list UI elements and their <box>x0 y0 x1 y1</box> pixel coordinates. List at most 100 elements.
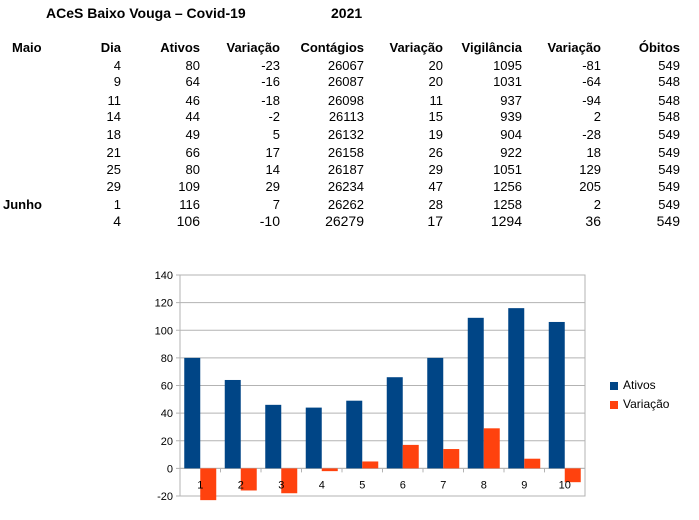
table-cell: 11 <box>107 93 122 108</box>
bar-ativos <box>265 404 282 469</box>
table-cell: 17 <box>427 213 443 229</box>
table-cell: 64 <box>185 74 200 89</box>
table-cell: 4 <box>113 213 121 229</box>
table-cell: 2 <box>593 109 601 124</box>
table-cell: 26262 <box>327 197 364 212</box>
column-header: Variação <box>547 40 602 55</box>
legend-label: Ativos <box>623 378 656 392</box>
table-cell: -2 <box>268 109 280 124</box>
table-cell: 26 <box>428 145 443 160</box>
table-cell: 1294 <box>490 213 522 229</box>
table-cell: 49 <box>185 127 200 142</box>
y-tick-label: 0 <box>167 463 173 475</box>
table-cell: 939 <box>500 109 522 124</box>
table-cell: 904 <box>500 127 522 142</box>
table-cell: 1051 <box>493 162 522 177</box>
column-header: Contágios <box>300 40 364 55</box>
table-cell: 7 <box>272 197 280 212</box>
x-tick-label: 4 <box>319 479 325 491</box>
y-tick-label: 140 <box>155 270 173 282</box>
table-cell: 46 <box>185 93 200 108</box>
table-cell: 25 <box>106 162 121 177</box>
table-cell: 80 <box>185 162 200 177</box>
table-cell: 1031 <box>493 74 522 89</box>
table-cell: 2 <box>593 197 601 212</box>
x-tick-label: 7 <box>440 479 446 491</box>
table-cell: 26067 <box>327 58 364 73</box>
table-cell: 922 <box>500 145 522 160</box>
bar-varia-o <box>564 468 581 483</box>
table-cell: 26187 <box>327 162 364 177</box>
table-cell: 1258 <box>493 197 522 212</box>
table-cell: 4 <box>113 58 121 73</box>
table-cell: 549 <box>658 162 680 177</box>
table-cell: -64 <box>582 74 601 89</box>
table-cell: 14 <box>106 109 121 124</box>
report-title: ACeS Baixo Vouga – Covid-19 <box>46 5 246 21</box>
y-tick-label: 20 <box>161 436 173 448</box>
table-cell: -16 <box>261 74 280 89</box>
bar-varia-o <box>281 468 298 494</box>
table-cell: 106 <box>176 213 200 229</box>
bar-ativos <box>467 317 484 469</box>
table-cell: 26132 <box>327 127 364 142</box>
bar-ativos <box>305 407 322 469</box>
table-cell: 548 <box>658 109 680 124</box>
table-cell: 1 <box>113 197 121 212</box>
legend-swatch <box>610 381 618 390</box>
table-cell: 20 <box>428 58 443 73</box>
x-tick-label: 8 <box>481 479 487 491</box>
table-cell: 549 <box>658 127 680 142</box>
x-tick-label: 2 <box>238 479 244 491</box>
table-cell: 26098 <box>327 93 364 108</box>
table-cell: 28 <box>428 197 443 212</box>
table-cell: 29 <box>428 162 443 177</box>
bar-ativos <box>346 400 363 469</box>
y-tick-label: 60 <box>161 381 173 393</box>
table-cell: 549 <box>658 58 680 73</box>
table-cell: 19 <box>428 127 443 142</box>
table-cell: 66 <box>185 145 200 160</box>
table-cell: 109 <box>178 179 200 194</box>
table-cell: 80 <box>185 58 200 73</box>
x-tick-label: 1 <box>197 479 203 491</box>
table-cell: 21 <box>106 145 121 160</box>
table-cell: 1256 <box>493 179 522 194</box>
table-cell: 11 <box>429 93 444 108</box>
table-cell: 129 <box>579 162 601 177</box>
report-year: 2021 <box>331 5 363 21</box>
table-cell: 17 <box>265 145 280 160</box>
table-cell: 18 <box>586 145 601 160</box>
table-cell: 15 <box>428 109 443 124</box>
table-cell: 9 <box>113 74 121 89</box>
bar-ativos <box>386 377 403 469</box>
bar-varia-o <box>240 468 257 491</box>
table-cell: -18 <box>261 93 280 108</box>
table-cell: 116 <box>179 197 200 212</box>
table-cell: 549 <box>658 179 680 194</box>
table-cell: 549 <box>656 213 680 229</box>
table-cell: -94 <box>582 93 601 108</box>
y-tick-label: 40 <box>161 408 173 420</box>
table-cell: 26158 <box>327 145 364 160</box>
column-header: Variação <box>226 40 281 55</box>
bar-ativos <box>224 379 241 469</box>
table-cell: 26234 <box>327 179 364 194</box>
table-cell: 937 <box>500 93 522 108</box>
bar-varia-o <box>402 444 419 469</box>
bar-varia-o <box>321 468 338 472</box>
bar-varia-o <box>200 468 217 501</box>
table-cell: 5 <box>272 127 280 142</box>
month-label: Junho <box>3 197 42 212</box>
column-header: Variação <box>389 40 444 55</box>
x-tick-label: 3 <box>278 479 284 491</box>
bar-varia-o <box>362 461 379 469</box>
bar-varia-o <box>443 449 460 469</box>
table-cell: 548 <box>658 93 680 108</box>
table-cell: 18 <box>106 127 121 142</box>
x-tick-label: 9 <box>521 479 527 491</box>
table-cell: 29 <box>265 179 280 194</box>
column-header: Vigilância <box>461 40 522 55</box>
bar-ativos <box>427 357 444 469</box>
